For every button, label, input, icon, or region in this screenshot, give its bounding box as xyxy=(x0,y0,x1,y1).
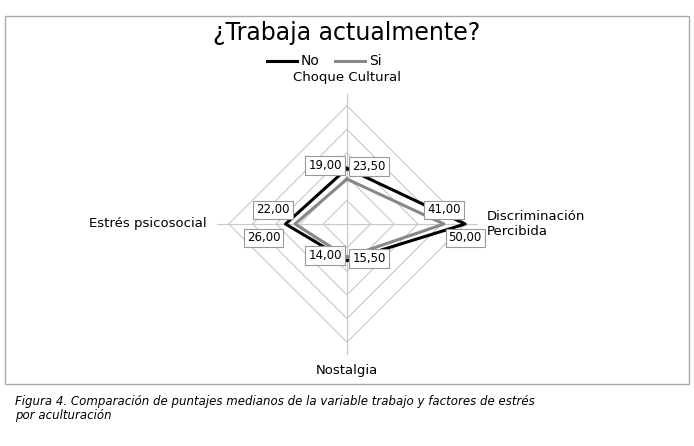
Text: Si: Si xyxy=(369,54,382,68)
FancyBboxPatch shape xyxy=(5,16,689,384)
Text: ¿Trabaja actualmente?: ¿Trabaja actualmente? xyxy=(213,21,481,45)
Text: Figura 4. Comparación de puntajes medianos de la variable trabajo y factores de : Figura 4. Comparación de puntajes median… xyxy=(15,395,535,408)
Text: 23,50: 23,50 xyxy=(353,160,386,173)
Text: 26,00: 26,00 xyxy=(247,231,280,244)
Text: 14,00: 14,00 xyxy=(308,248,341,262)
Text: 22,00: 22,00 xyxy=(256,203,290,216)
Text: 15,50: 15,50 xyxy=(353,252,386,265)
Text: 41,00: 41,00 xyxy=(428,203,461,216)
Text: 19,00: 19,00 xyxy=(308,159,341,172)
Text: 50,00: 50,00 xyxy=(448,231,482,244)
Text: No: No xyxy=(301,54,320,68)
Text: Estrés psicosocial: Estrés psicosocial xyxy=(90,218,207,231)
Text: Choque Cultural: Choque Cultural xyxy=(293,71,401,84)
Text: por aculturación: por aculturación xyxy=(15,409,112,422)
Text: Discriminación
Percibida: Discriminación Percibida xyxy=(487,210,585,238)
Text: Nostalgia: Nostalgia xyxy=(316,364,378,377)
